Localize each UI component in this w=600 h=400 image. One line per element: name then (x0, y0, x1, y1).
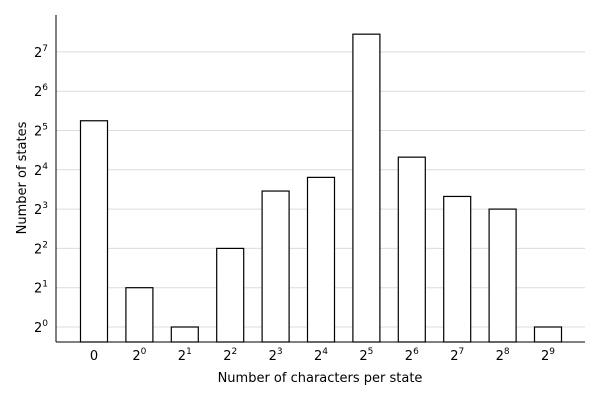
x-tick-label-base: 2 (450, 349, 458, 364)
bar (533, 326, 563, 343)
x-tick-label-base: 2 (405, 349, 413, 364)
bar (261, 190, 290, 343)
bar (397, 156, 426, 343)
x-tick-label-base: 2 (223, 349, 231, 364)
y-tick-label-base: 2 (34, 321, 42, 336)
x-tick-label: 29 (541, 347, 555, 364)
x-tick-label-exponent: 4 (322, 347, 328, 357)
y-tick-label: 27 (34, 44, 48, 61)
x-tick-label-exponent: 5 (368, 347, 374, 357)
y-tick-label: 23 (34, 201, 48, 218)
bar (306, 176, 336, 343)
y-tick-label-exponent: 0 (42, 319, 48, 329)
x-tick-label-exponent: 1 (186, 347, 192, 357)
y-tick-label-base: 2 (34, 164, 42, 179)
y-tick-label-base: 2 (34, 46, 42, 61)
y-tick-label-base: 2 (34, 242, 42, 257)
x-tick-label-exponent: 8 (504, 347, 510, 357)
x-tick-label-base: 2 (132, 349, 140, 364)
y-tick-label: 26 (34, 83, 48, 100)
x-tick-label-base: 2 (359, 349, 367, 364)
x-tick-label-base: 2 (178, 349, 186, 364)
x-axis-label: Number of characters per state (218, 371, 423, 386)
y-tick-label-exponent: 6 (42, 83, 48, 93)
x-tick-label: 21 (178, 347, 192, 364)
y-tick-label: 20 (34, 319, 48, 336)
y-tick-label: 24 (34, 162, 48, 179)
x-tick-label: 28 (496, 347, 510, 364)
y-tick-label-base: 2 (34, 125, 42, 140)
x-tick-label-base: 2 (314, 349, 322, 364)
x-tick-label: 20 (132, 347, 146, 364)
x-tick-label: 25 (359, 347, 373, 364)
x-tick-label: 0 (90, 349, 98, 364)
x-tick-label-exponent: 6 (413, 347, 419, 357)
x-tick-label-base: 0 (90, 349, 98, 364)
y-tick-label-base: 2 (34, 85, 42, 100)
y-tick-label-base: 2 (34, 282, 42, 297)
y-tick-label-exponent: 7 (42, 44, 48, 54)
y-tick-label-base: 2 (34, 203, 42, 218)
bar (79, 120, 109, 343)
bar (170, 326, 199, 343)
y-tick-label-exponent: 4 (42, 162, 48, 172)
x-tick-label: 23 (269, 347, 283, 364)
y-tick-label: 25 (34, 123, 48, 140)
x-tick-label-base: 2 (269, 349, 277, 364)
y-tick-label-exponent: 1 (42, 280, 48, 290)
x-tick-label-exponent: 7 (458, 347, 464, 357)
x-tick-label: 27 (450, 347, 464, 364)
y-tick-label-exponent: 5 (42, 123, 48, 133)
bar (125, 287, 154, 343)
x-tick-labels: 0 20 21 22 23 24 25 26 27 28 29 (90, 347, 555, 364)
x-tick-label: 24 (314, 347, 328, 364)
y-axis-label: Number of states (15, 121, 30, 234)
y-tick-label: 22 (34, 240, 48, 257)
x-tick-label: 26 (405, 347, 419, 364)
x-tick-label-exponent: 9 (549, 347, 555, 357)
bar (443, 195, 472, 343)
y-tick-label: 21 (34, 280, 48, 297)
y-tick-label-exponent: 2 (42, 240, 48, 250)
bars (79, 33, 563, 343)
y-tick-label-exponent: 3 (42, 201, 48, 211)
x-tick-label-exponent: 3 (277, 347, 283, 357)
x-tick-label-exponent: 2 (231, 347, 237, 357)
bar (488, 208, 517, 343)
bar (216, 247, 245, 343)
bar (352, 33, 381, 343)
x-tick-label: 22 (223, 347, 237, 364)
x-tick-label-base: 2 (541, 349, 549, 364)
x-tick-label-exponent: 0 (141, 347, 147, 357)
x-tick-label-base: 2 (496, 349, 504, 364)
